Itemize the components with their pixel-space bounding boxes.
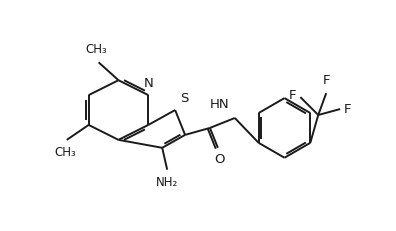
Text: F: F	[322, 74, 330, 87]
Text: HN: HN	[210, 98, 230, 111]
Text: F: F	[289, 89, 296, 102]
Text: N: N	[143, 77, 153, 90]
Text: O: O	[215, 153, 225, 166]
Text: F: F	[344, 103, 352, 116]
Text: CH₃: CH₃	[86, 43, 107, 56]
Text: S: S	[180, 92, 188, 105]
Text: NH₂: NH₂	[156, 176, 178, 189]
Text: CH₃: CH₃	[54, 146, 76, 159]
